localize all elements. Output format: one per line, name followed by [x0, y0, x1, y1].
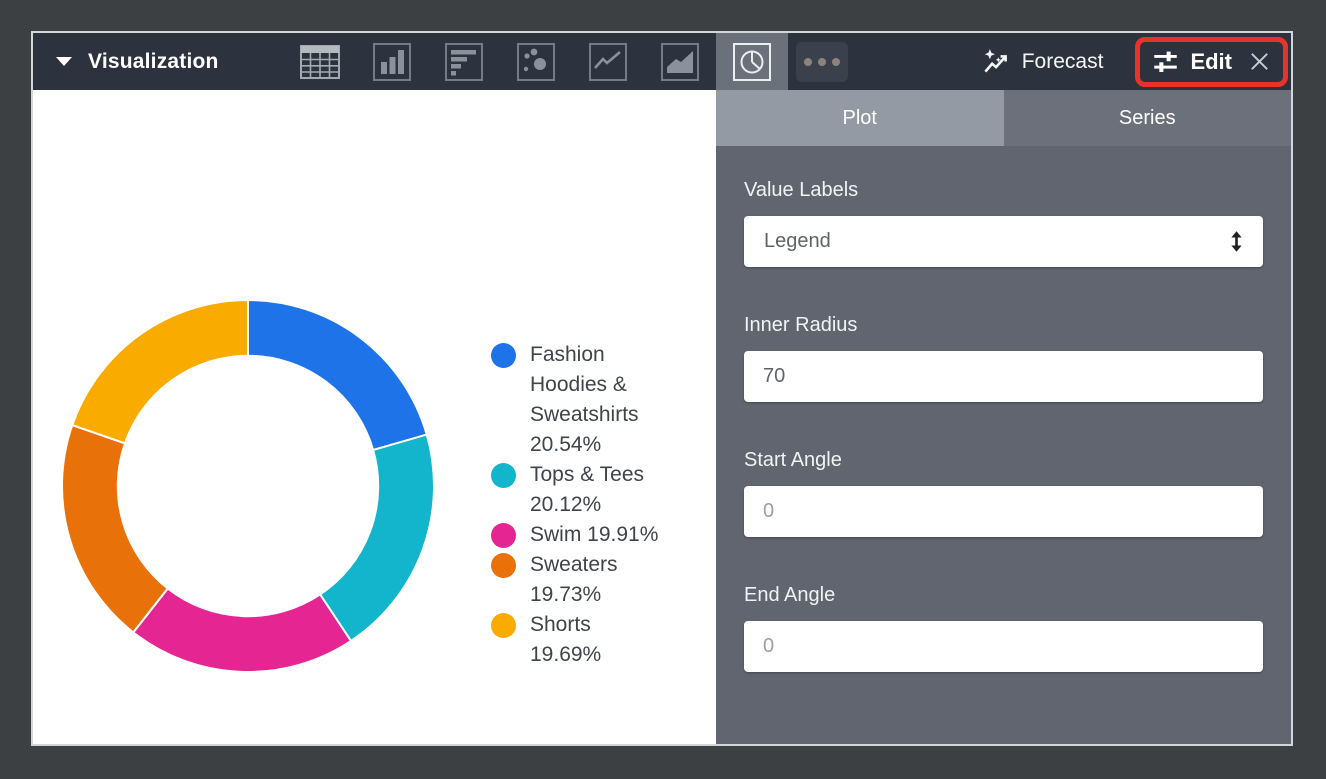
chart-type-area-button[interactable]	[644, 33, 716, 90]
chart-type-switcher	[284, 33, 788, 90]
value-labels-label: Value Labels	[744, 179, 859, 201]
chart-legend: Fashion Hoodies & Sweatshirts 20.54% Tops…	[491, 340, 661, 670]
close-button[interactable]	[1248, 50, 1271, 73]
legend-item[interactable]: Shorts 19.69%	[491, 610, 661, 670]
chart-type-scatter-button[interactable]	[500, 33, 572, 90]
more-options-button[interactable]	[796, 41, 848, 82]
edit-annotation-box: Edit	[1135, 36, 1288, 87]
legend-swatch	[491, 523, 516, 548]
legend-item[interactable]: Sweaters 19.73%	[491, 550, 661, 610]
collapse-caret-icon	[56, 57, 72, 66]
window-content: Fashion Hoodies & Sweatshirts 20.54% Tops…	[33, 90, 1291, 744]
chart-type-column-button[interactable]	[356, 33, 428, 90]
legend-label: Swim 19.91%	[530, 523, 659, 546]
forecast-button[interactable]: Forecast	[982, 48, 1104, 75]
tab-plot[interactable]: Plot	[716, 90, 1004, 146]
chart-type-pie-button[interactable]	[716, 33, 788, 90]
legend-label: Tops & Tees 20.12%	[530, 463, 645, 516]
area-chart-icon	[661, 42, 699, 81]
chart-type-table-button[interactable]	[284, 33, 356, 90]
legend-item[interactable]: Tops & Tees 20.12%	[491, 460, 661, 520]
donut-segment-1[interactable]	[318, 433, 435, 643]
close-icon	[1251, 53, 1268, 70]
donut-segment-4[interactable]	[70, 298, 249, 445]
panel-body: Value Labels Legend Inner Radius Start A…	[716, 146, 1291, 672]
legend-item[interactable]: Swim 19.91%	[491, 520, 661, 550]
donut-segment-0[interactable]	[247, 298, 428, 452]
visualization-title: Visualization	[88, 49, 219, 73]
edit-settings-icon	[1154, 51, 1178, 72]
updown-arrow-icon	[1231, 231, 1242, 252]
start-angle-input[interactable]	[744, 486, 1263, 537]
start-angle-label: Start Angle	[744, 449, 842, 471]
legend-label: Fashion Hoodies & Sweatshirts 20.54%	[530, 343, 639, 456]
donut-segment-2[interactable]	[131, 587, 353, 673]
value-labels-select[interactable]: Legend	[744, 216, 1263, 267]
value-labels-selected-value: Legend	[764, 230, 831, 252]
pie-chart-icon	[733, 42, 771, 81]
table-icon	[300, 44, 340, 79]
column-chart-icon	[373, 42, 411, 81]
inner-radius-input[interactable]	[744, 351, 1263, 402]
legend-swatch	[491, 553, 516, 578]
legend-label: Sweaters 19.73%	[530, 553, 618, 606]
legend-swatch	[491, 463, 516, 488]
panel-tabs: Plot Series	[716, 90, 1291, 146]
chart-type-line-button[interactable]	[572, 33, 644, 90]
end-angle-input[interactable]	[744, 621, 1263, 672]
tab-series[interactable]: Series	[1003, 90, 1291, 146]
chart-area: Fashion Hoodies & Sweatshirts 20.54% Tops…	[33, 90, 716, 744]
forecast-label: Forecast	[1021, 49, 1104, 73]
more-options-icon	[804, 57, 812, 66]
edit-button[interactable]: Edit	[1152, 48, 1232, 75]
end-angle-label: End Angle	[744, 584, 836, 606]
donut-chart	[61, 298, 435, 673]
legend-item[interactable]: Fashion Hoodies & Sweatshirts 20.54%	[491, 340, 661, 460]
forecast-sparkle-icon	[984, 49, 1007, 73]
row-chart-icon	[445, 42, 483, 81]
visualization-header[interactable]: Visualization	[33, 50, 284, 74]
inner-radius-label: Inner Radius	[744, 314, 858, 336]
more-options-icon	[818, 57, 826, 66]
donut-segment-3[interactable]	[61, 423, 170, 634]
legend-swatch	[491, 343, 516, 368]
more-options-icon	[832, 57, 840, 66]
visualization-window: Visualization	[31, 31, 1293, 746]
scatter-plot-icon	[517, 42, 555, 81]
legend-label: Shorts 19.69%	[530, 613, 602, 666]
visualization-toolbar: Visualization	[33, 33, 1291, 90]
settings-panel: Plot Series Value Labels Legend Inner Ra…	[716, 90, 1291, 744]
line-chart-icon	[589, 42, 627, 81]
chart-type-row-button[interactable]	[428, 33, 500, 90]
edit-label: Edit	[1190, 48, 1232, 74]
legend-swatch	[491, 613, 516, 638]
